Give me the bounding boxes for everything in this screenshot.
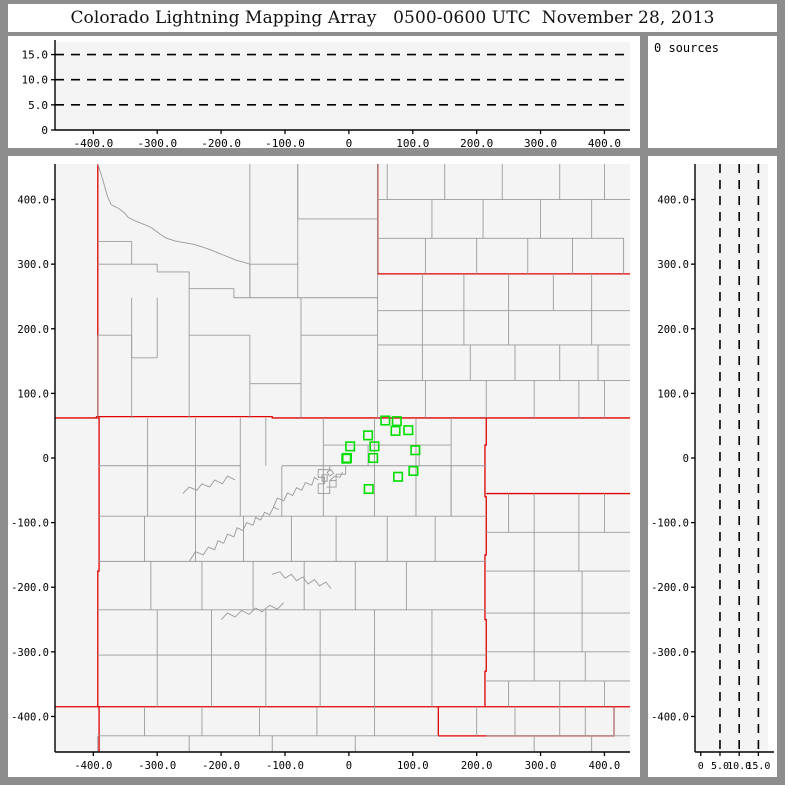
county-border <box>317 465 331 494</box>
source-marker <box>393 471 404 482</box>
state-border-east <box>484 417 487 707</box>
source-marker <box>391 416 402 427</box>
axis-tick-label: 300.0 <box>524 137 557 148</box>
axis-tick-label: -300.0 <box>11 647 49 659</box>
county-border <box>249 263 299 299</box>
sources-panel: 0 sources <box>648 36 777 148</box>
axis-tick-label: 300.0 <box>657 259 689 271</box>
source-marker <box>341 453 352 464</box>
axis-tick-label: 0 <box>698 761 704 772</box>
plot-background <box>55 42 630 130</box>
axis-tick-label: 0 <box>346 760 352 772</box>
axis-tick-label: -200.0 <box>651 582 689 594</box>
county-border <box>97 164 152 228</box>
source-count-label: 0 sources <box>654 41 720 55</box>
axis-tick-label: -200.0 <box>201 137 241 148</box>
axis-tick-label: 200.0 <box>657 324 689 336</box>
axis-tick-label: 5.0 <box>711 761 729 772</box>
axis-tick-label: 100.0 <box>397 760 429 772</box>
county-border <box>321 474 328 482</box>
county-border <box>223 522 254 544</box>
axis-tick-label: -400.0 <box>74 760 112 772</box>
axis-tick-label: 10.0 <box>22 74 49 87</box>
county-border <box>367 444 420 466</box>
source-marker <box>369 441 380 452</box>
axis-tick-label: -100.0 <box>266 760 304 772</box>
axis-tick-label: -300.0 <box>138 760 176 772</box>
source-marker <box>403 425 414 436</box>
axis-tick-label: -100.0 <box>651 518 689 530</box>
axis-tick-label: 400.0 <box>589 760 621 772</box>
county-border <box>302 576 332 589</box>
axis-tick-label: 15.0 <box>22 49 49 62</box>
county-border <box>150 226 204 248</box>
axis-tick-label: -100.0 <box>11 518 49 530</box>
county-border <box>326 469 335 477</box>
map-geometry <box>55 164 630 752</box>
axis-tick-label: 0 <box>43 453 49 465</box>
axis-tick-label: 100.0 <box>657 388 689 400</box>
county-border <box>182 483 210 494</box>
axis-tick-label: -400.0 <box>11 711 49 723</box>
source-marker <box>363 483 374 495</box>
source-marker <box>410 445 421 456</box>
county-border <box>188 540 224 562</box>
axis-tick-label: -100.0 <box>265 137 305 148</box>
axis-tick-label: 400.0 <box>657 195 689 207</box>
page-title: Colorado Lightning Mapping Array 0500-06… <box>70 8 715 28</box>
county-border <box>209 475 236 488</box>
map-panel[interactable]: -400.0 -300.0 -200.0 -100.0 0 100.0 200.0 300.0… <box>8 156 640 777</box>
county-border <box>220 607 256 620</box>
county-border <box>203 246 250 265</box>
source-marker <box>363 430 374 441</box>
county-border <box>329 472 343 481</box>
axis-tick-label: 15.0 <box>746 761 770 772</box>
county-border <box>572 237 625 274</box>
east-height-panel[interactable]: -400.0 -300.0 -200.0 -100.0 0 100.0 200.0 300.0… <box>648 156 777 777</box>
axis-tick-label: 0 <box>683 453 689 465</box>
axis-tick-label: -400.0 <box>73 137 113 148</box>
axis-tick-label: 100.0 <box>396 137 429 148</box>
state-border-north <box>55 415 630 419</box>
axis-tick-label: 0 <box>41 124 48 137</box>
axis-tick-label: -400.0 <box>651 711 689 723</box>
county-border <box>301 476 319 491</box>
axis-tick-label: 10.0 <box>727 761 751 772</box>
plot-background <box>695 164 768 752</box>
source-marker <box>345 441 356 452</box>
county-border <box>255 602 285 613</box>
axis-tick-label: 5.0 <box>28 99 48 112</box>
window-title-bar: Colorado Lightning Mapping Array 0500-06… <box>8 4 777 32</box>
axis-tick-label: 200.0 <box>461 760 493 772</box>
axis-tick-label: 200.0 <box>17 324 49 336</box>
axis-tick-label: 400.0 <box>588 137 621 148</box>
county-border <box>326 480 337 488</box>
axis-tick-label: -300.0 <box>651 647 689 659</box>
county-border <box>272 571 304 582</box>
source-markers <box>341 415 421 495</box>
axis-tick-label: 0 <box>346 137 353 148</box>
county-border <box>297 164 378 220</box>
source-marker <box>408 465 419 476</box>
county-border <box>249 383 302 418</box>
axis-tick-label: 400.0 <box>17 195 49 207</box>
axis-tick-label: -300.0 <box>137 137 177 148</box>
axis-tick-label: 300.0 <box>525 760 557 772</box>
time-height-panel[interactable]: 0 5.0 10.0 15.0 -400.0 -300.0 -200.0 -100.0 0 100… <box>8 36 640 148</box>
axis-tick-label: 200.0 <box>460 137 493 148</box>
source-marker <box>390 425 401 436</box>
axis-tick-label: -200.0 <box>202 760 240 772</box>
axis-tick-label: -200.0 <box>11 582 49 594</box>
county-border <box>97 241 251 299</box>
county-border <box>273 487 302 508</box>
axis-tick-label: 100.0 <box>17 388 49 400</box>
source-marker <box>368 452 379 464</box>
source-marker <box>380 415 391 426</box>
axis-tick-label: 300.0 <box>17 259 49 271</box>
